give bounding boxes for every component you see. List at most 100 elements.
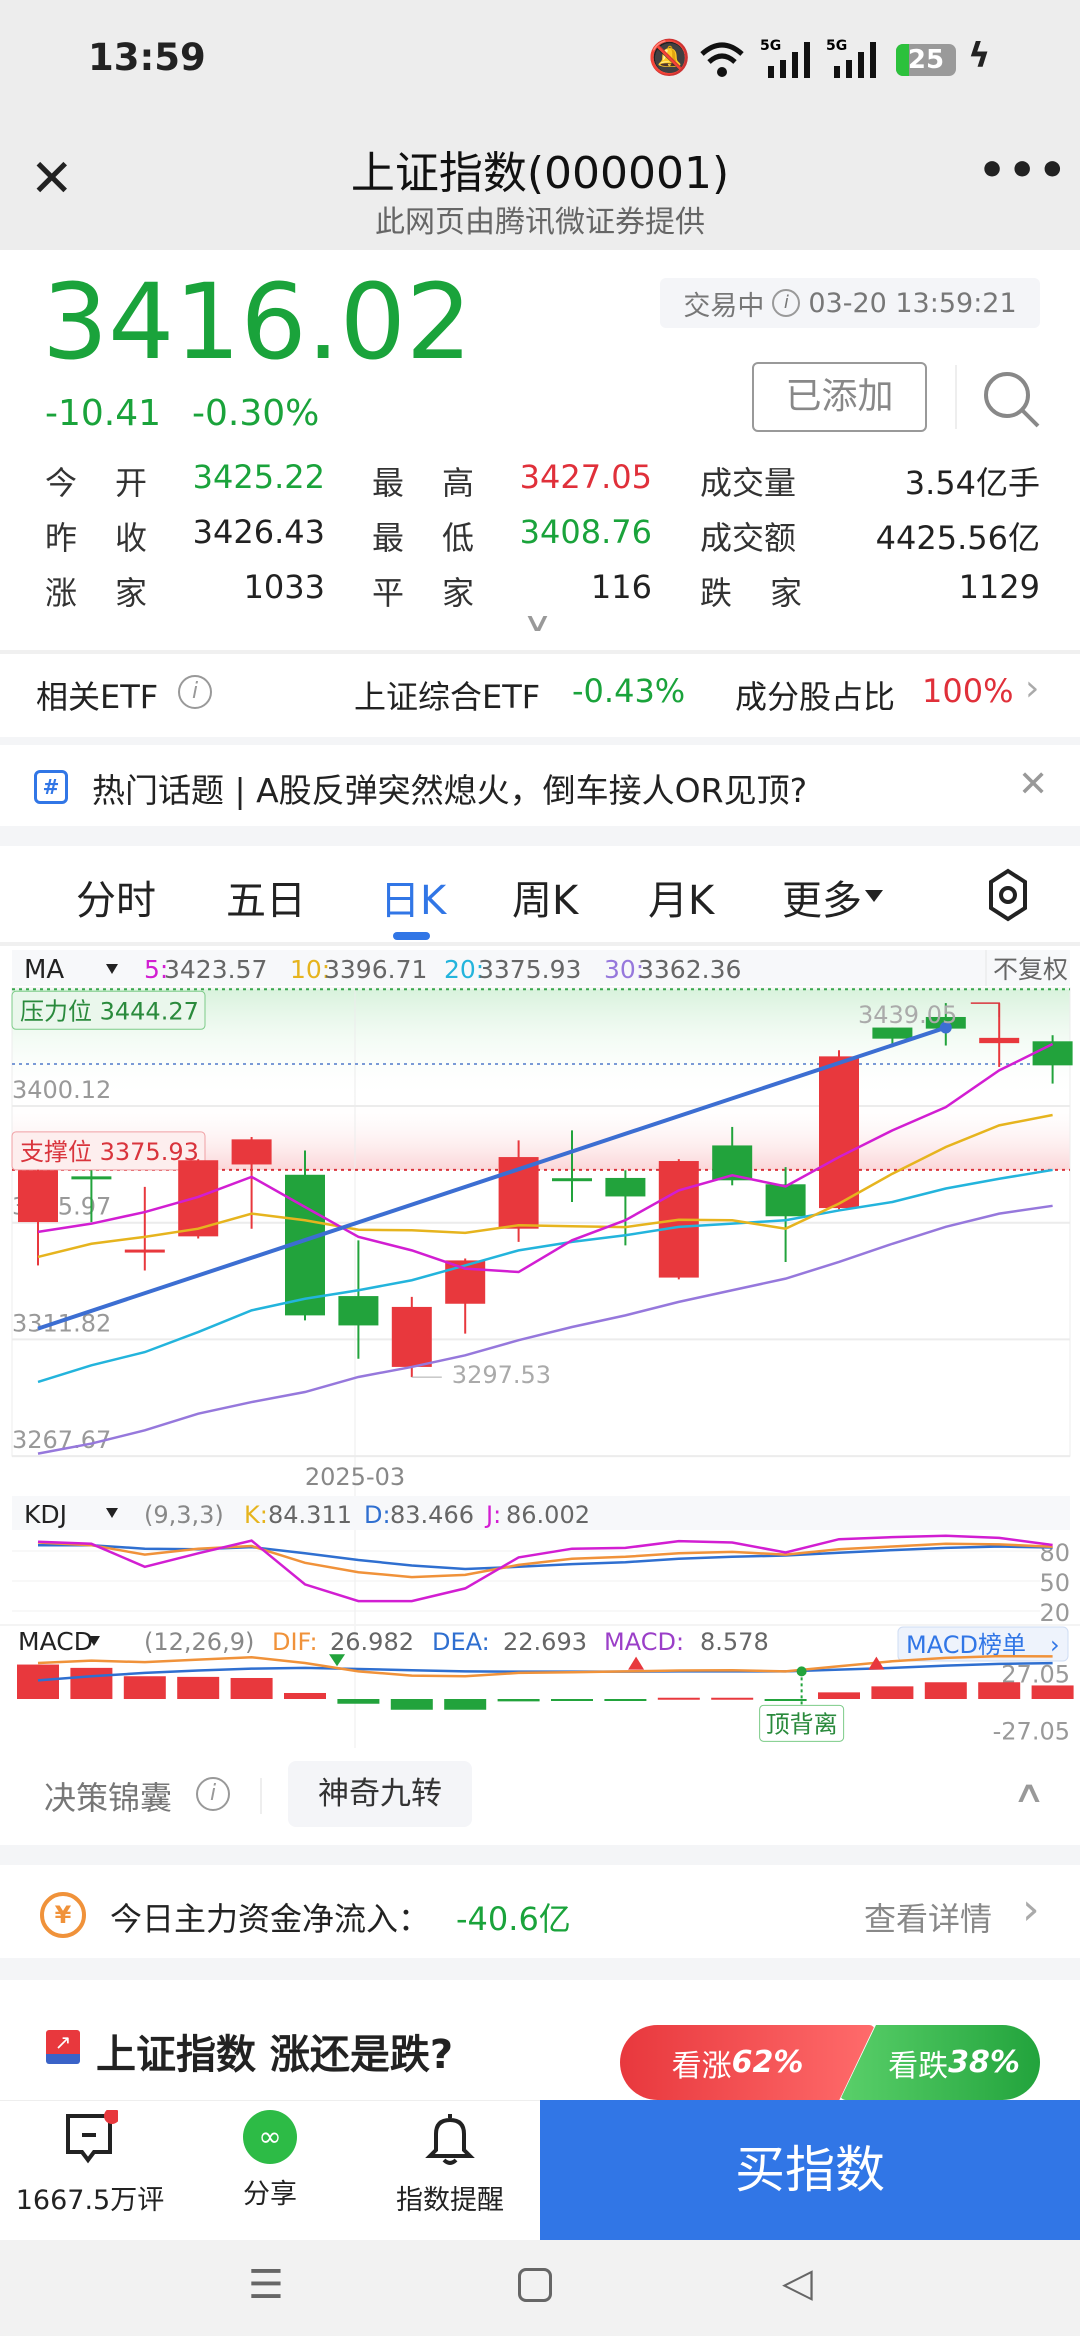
trend-line: [37, 1025, 947, 1331]
candle-body: [18, 1170, 58, 1223]
stat-label: 收: [115, 519, 148, 557]
macd-bar: [123, 1676, 166, 1699]
macd-rank-button[interactable]: [897, 1626, 1069, 1662]
stat-label: 跌: [700, 574, 733, 612]
expand-chevron-icon[interactable]: ∨: [522, 608, 553, 638]
divergence-badge: [759, 1704, 845, 1742]
comment-icon: [66, 2108, 120, 2164]
info-icon[interactable]: i: [196, 1777, 230, 1811]
tab-4[interactable]: 月K: [648, 878, 715, 924]
page-subtitle: 此网页由腾讯微证券提供: [375, 205, 705, 240]
tab-0[interactable]: 分时: [76, 878, 156, 924]
macd-dif-line: [37, 1654, 1053, 1678]
stat-label: 成交量: [700, 464, 797, 502]
info-icon[interactable]: i: [772, 289, 801, 317]
index-alert-button[interactable]: 指数提醒: [360, 2110, 540, 2217]
comments-button[interactable]: 1667.5万评: [0, 2108, 180, 2217]
magic-nine-chip[interactable]: 神奇九转: [288, 1761, 472, 1827]
kdj-k-key: K:: [244, 1501, 268, 1529]
divider: [0, 1624, 1080, 1626]
tab-1[interactable]: 五日: [226, 878, 306, 924]
kdj-params: (9,3,3): [144, 1501, 224, 1529]
ma-legend-key: 5:: [144, 955, 168, 984]
macd-bar: [604, 1699, 647, 1701]
home-icon[interactable]: [518, 2268, 552, 2302]
hot-topic-link[interactable]: 热门话题 | A股反弹突然熄火，倒车接人OR见顶?: [92, 771, 808, 810]
macd-dea-value: 22.693: [503, 1628, 587, 1656]
battery-icon: 25: [896, 44, 956, 76]
share-label: 分享: [243, 2179, 297, 2210]
settings-icon[interactable]: [988, 868, 1028, 922]
macd-bar: [17, 1664, 59, 1699]
tab-2[interactable]: 日K: [380, 878, 447, 924]
ma5-line: [37, 1042, 1054, 1274]
bell-icon: [425, 2114, 475, 2165]
close-topic-icon[interactable]: ✕: [1018, 764, 1049, 805]
candle-body: [765, 1184, 806, 1217]
stat-label: 高: [442, 464, 475, 502]
collapse-chevron-icon[interactable]: ∧: [1012, 1775, 1046, 1810]
stat-label: 涨: [45, 574, 78, 612]
divergence-label: 顶背离: [766, 1710, 838, 1738]
clock: 13:59: [88, 36, 206, 79]
divider: [260, 1778, 262, 1814]
menu-icon[interactable]: ☰: [248, 2262, 284, 2308]
resistance-badge: [11, 990, 206, 1030]
ma-legend-value: 3423.57: [164, 955, 267, 984]
svg-text:5G: 5G: [826, 38, 847, 54]
dropdown-caret-icon[interactable]: [865, 890, 883, 902]
chevron-right-icon[interactable]: ›: [1022, 1884, 1040, 1935]
vote-up-button[interactable]: 看涨 62%: [620, 2025, 875, 2100]
macd-bar: [390, 1699, 433, 1710]
back-icon[interactable]: ◁: [782, 2260, 813, 2306]
stat-label: 成交额: [700, 519, 797, 557]
y-tick-label: 3311.82: [12, 1309, 111, 1337]
ma-legend-key: 30:: [604, 955, 644, 984]
macd-bar: [497, 1699, 540, 1702]
macd-dif-key: DIF:: [272, 1628, 318, 1656]
adjust-toggle[interactable]: 不复权: [993, 955, 1068, 984]
etf-name[interactable]: 上证综合ETF: [354, 678, 541, 716]
close-icon[interactable]: ✕: [30, 149, 74, 209]
kline-chart[interactable]: MA 5:3423.57 10:3396.71 20:3375.93 30:3362.3…: [0, 948, 1080, 1758]
vote-up-label: 看涨: [671, 2048, 732, 2084]
more-icon[interactable]: •••: [978, 145, 1069, 196]
ma-legend-value: 3375.93: [478, 955, 581, 984]
trend-logo-icon: ↗: [46, 2030, 80, 2064]
stat-value: 1033: [243, 568, 325, 606]
tab-5[interactable]: 更多: [782, 878, 862, 924]
macd-bar: [230, 1677, 273, 1699]
death-cross-marker: [329, 1654, 346, 1667]
chevron-right-icon[interactable]: ›: [1025, 668, 1040, 709]
ma30-line: [37, 1204, 1053, 1455]
yuan-icon: ¥: [40, 1892, 86, 1938]
stat-label: 低: [442, 519, 475, 557]
buy-index-button[interactable]: 买指数: [540, 2100, 1080, 2240]
ma-legend-key: 10:: [290, 955, 330, 984]
share-button[interactable]: ∞ 分享: [180, 2110, 360, 2211]
low-price-label: 3297.53: [452, 1361, 551, 1389]
view-details-link[interactable]: 查看详情: [864, 1900, 993, 1938]
vote-down-label: 看跌: [888, 2048, 949, 2084]
5g-signal-icon: 5G: [760, 38, 810, 78]
tab-3[interactable]: 周K: [512, 878, 579, 924]
macd-y-tick: -27.05: [993, 1718, 1070, 1746]
candle-body: [819, 1056, 859, 1209]
macd-bar: [711, 1697, 754, 1700]
added-watchlist-button[interactable]: 已添加: [752, 362, 927, 432]
current-price: 3416.02: [42, 261, 473, 383]
mute-bell-icon: 🔕: [648, 38, 691, 78]
y-tick-label: 3400.12: [12, 1076, 111, 1104]
macd-label: MACD: [18, 1627, 93, 1656]
vote-up-pct: 62%: [731, 2045, 804, 2080]
charging-icon: ϟ: [968, 36, 991, 76]
search-icon[interactable]: [980, 368, 1042, 430]
stat-value: 116: [590, 568, 652, 606]
candle-body: [552, 1178, 592, 1182]
resistance-label: 压力位 3444.27: [20, 997, 199, 1025]
candle-body: [231, 1139, 272, 1165]
dropdown-caret-icon: [106, 1508, 118, 1518]
kdj-d-value: 83.466: [390, 1501, 474, 1529]
vote-down-button[interactable]: 看跌 38%: [840, 2025, 1040, 2100]
info-icon[interactable]: i: [178, 675, 212, 709]
